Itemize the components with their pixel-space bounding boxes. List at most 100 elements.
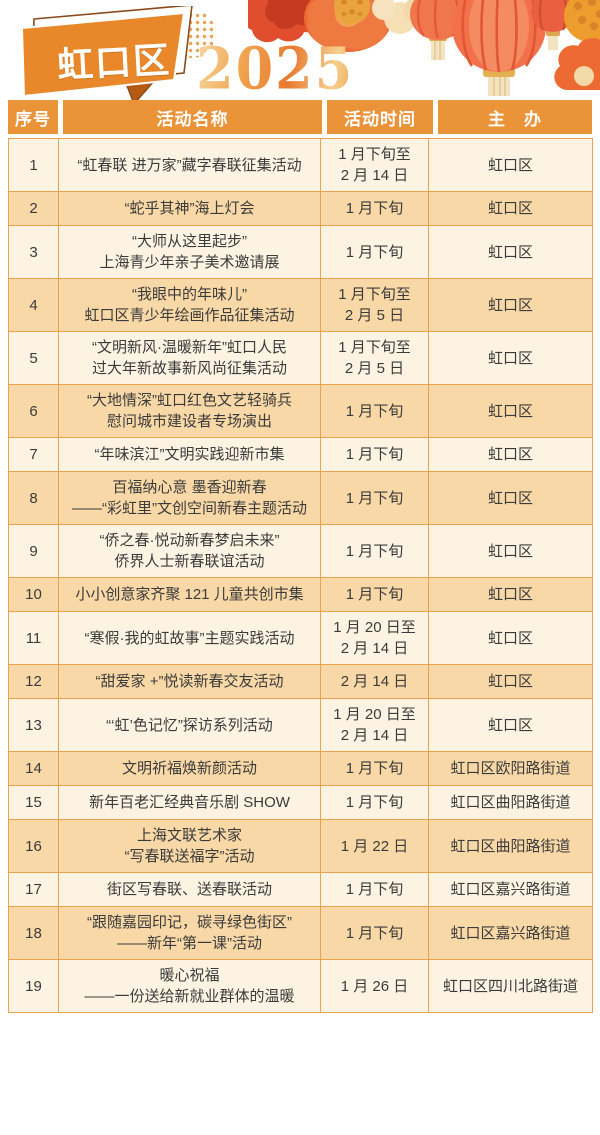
table-row: 13 “‘虹’色记忆”探访系列活动 1 月 20 日至 2 月 14 日虹口区 [8, 698, 593, 752]
row-name-cell: 上海文联艺术家 “写春联送福字”活动 [58, 819, 321, 873]
row-time-cell: 1 月下旬 [320, 751, 429, 786]
row-no-cell: 6 [8, 384, 59, 438]
ribbon-face [22, 13, 184, 96]
table-row: 9 “侨之春·悦动新春梦启未来” 侨界人士新春联谊活动 1 月下旬 虹口区 [8, 524, 593, 578]
row-no-cell: 12 [8, 664, 59, 699]
row-no-cell: 9 [8, 524, 59, 578]
row-time-cell: 1 月 20 日至 2 月 14 日 [320, 611, 429, 665]
row-name-cell: “虹春联 进万家”藏字春联征集活动 [58, 138, 321, 192]
lantern-icon [452, 0, 546, 96]
row-name-cell: “文明新风·温暖新年”虹口人民 过大年新故事新风尚征集活动 [58, 331, 321, 385]
row-no-cell: 7 [8, 437, 59, 472]
row-org-cell: 虹口区嘉兴路街道 [428, 872, 593, 907]
row-time-cell: 1 月 22 日 [320, 819, 429, 873]
table-row: 1 “虹春联 进万家”藏字春联征集活动 1 月下旬至 2 月 14 日虹口区 [8, 138, 593, 192]
header-name: 活动名称 [63, 100, 322, 134]
row-org-cell: 虹口区曲阳路街道 [428, 819, 593, 873]
row-org-cell: 虹口区曲阳路街道 [428, 785, 593, 820]
row-time-cell: 1 月下旬 [320, 225, 429, 279]
table-row: 10 小小创意家齐聚 121 儿童共创市集 1 月下旬 虹口区 [8, 577, 593, 612]
row-org-cell: 虹口区 [428, 437, 593, 472]
flower-icon [334, 0, 370, 24]
row-no-cell: 10 [8, 577, 59, 612]
header-time: 活动时间 [327, 100, 433, 134]
row-org-cell: 虹口区 [428, 191, 593, 226]
row-name-cell: “跟随嘉园印记，碳寻绿色街区” ——新年“第一课”活动 [58, 906, 321, 960]
table-row: 6 “大地情深”虹口红色文艺轻骑兵 慰问城市建设者专场演出 1 月下旬 虹口区 [8, 384, 593, 438]
row-no-cell: 3 [8, 225, 59, 279]
table-row: 8 百福纳心意 墨香迎新春 ——“彩虹里”文创空间新春主题活动 1 月下旬 虹口区 [8, 471, 593, 525]
header-organizer: 主 办 [438, 100, 592, 134]
row-name-cell: “大师从这里起步” 上海青少年亲子美术邀请展 [58, 225, 321, 279]
lantern-icon [410, 0, 466, 60]
header-no: 序号 [8, 100, 58, 134]
year-label: 2025 [196, 34, 366, 103]
flower-icon [564, 0, 600, 42]
row-time-cell: 1 月下旬 [320, 785, 429, 820]
row-org-cell: 虹口区 [428, 278, 593, 332]
table-row: 16 上海文联艺术家 “写春联送福字”活动 1 月 22 日虹口区曲阳路街道 [8, 819, 593, 873]
table-row: 12 “甜爱家 +”悦读新春交友活动 2 月 14 日虹口区 [8, 664, 593, 699]
row-no-cell: 18 [8, 906, 59, 960]
row-name-cell: “蛇乎其神”海上灯会 [58, 191, 321, 226]
festive-decoration [248, 0, 600, 96]
row-name-cell: 文明祈福焕新颜活动 [58, 751, 321, 786]
row-name-cell: “甜爱家 +”悦读新春交友活动 [58, 664, 321, 699]
row-time-cell: 1 月下旬至 2 月 5 日 [320, 278, 429, 332]
row-no-cell: 16 [8, 819, 59, 873]
row-no-cell: 13 [8, 698, 59, 752]
row-time-cell: 1 月 20 日至 2 月 14 日 [320, 698, 429, 752]
row-time-cell: 1 月下旬 [320, 577, 429, 612]
table-header-row: 序号 活动名称 活动时间 主 办 [8, 100, 592, 134]
flower-icon [304, 0, 392, 52]
row-org-cell: 虹口区欧阳路街道 [428, 751, 593, 786]
district-badge: 虹口区 [6, 4, 221, 111]
row-no-cell: 5 [8, 331, 59, 385]
row-org-cell: 虹口区 [428, 471, 593, 525]
table-row: 3 “大师从这里起步” 上海青少年亲子美术邀请展 1 月下旬 虹口区 [8, 225, 593, 279]
masthead: 虹口区 2025 [0, 0, 600, 106]
table-row: 14 文明祈福焕新颜活动 1 月下旬 虹口区欧阳路街道 [8, 751, 593, 786]
activity-table: 1 “虹春联 进万家”藏字春联征集活动 1 月下旬至 2 月 14 日虹口区 2 “蛇乎其… [8, 138, 593, 1013]
row-time-cell: 1 月下旬 [320, 524, 429, 578]
row-name-cell: “寒假·我的虹故事”主题实践活动 [58, 611, 321, 665]
table-row: 15 新年百老汇经典音乐剧 SHOW 1 月下旬 虹口区曲阳路街道 [8, 785, 593, 820]
table-row: 18 “跟随嘉园印记，碳寻绿色街区” ——新年“第一课”活动 1 月下旬 虹口区嘉兴路街… [8, 906, 593, 960]
row-no-cell: 1 [8, 138, 59, 192]
row-name-cell: “我眼中的年味儿” 虹口区青少年绘画作品征集活动 [58, 278, 321, 332]
row-org-cell: 虹口区 [428, 138, 593, 192]
row-org-cell: 虹口区 [428, 384, 593, 438]
table-row: 7 “年味滨江”文明实践迎新市集 1 月下旬 虹口区 [8, 437, 593, 472]
table-row: 5 “文明新风·温暖新年”虹口人民 过大年新故事新风尚征集活动 1 月下旬至 2 月 5… [8, 331, 593, 385]
row-org-cell: 虹口区 [428, 524, 593, 578]
row-time-cell: 1 月下旬至 2 月 14 日 [320, 138, 429, 192]
row-no-cell: 8 [8, 471, 59, 525]
row-org-cell: 虹口区四川北路街道 [428, 959, 593, 1013]
row-time-cell: 1 月下旬 [320, 906, 429, 960]
table-row: 11 “寒假·我的虹故事”主题实践活动 1 月 20 日至 2 月 14 日虹口区 [8, 611, 593, 665]
ribbon-banner [20, 4, 216, 106]
row-no-cell: 11 [8, 611, 59, 665]
row-name-cell: “侨之春·悦动新春梦启未来” 侨界人士新春联谊活动 [58, 524, 321, 578]
row-no-cell: 4 [8, 278, 59, 332]
row-org-cell: 虹口区 [428, 698, 593, 752]
row-no-cell: 17 [8, 872, 59, 907]
row-time-cell: 1 月下旬 [320, 191, 429, 226]
row-name-cell: 新年百老汇经典音乐剧 SHOW [58, 785, 321, 820]
row-time-cell: 1 月下旬 [320, 384, 429, 438]
row-org-cell: 虹口区 [428, 225, 593, 279]
row-time-cell: 1 月下旬至 2 月 5 日 [320, 331, 429, 385]
row-time-cell: 1 月下旬 [320, 437, 429, 472]
row-name-cell: 百福纳心意 墨香迎新春 ——“彩虹里”文创空间新春主题活动 [58, 471, 321, 525]
table-row: 19 暖心祝福 ——一份送给新就业群体的温暖 1 月 26 日虹口区四川北路街道 [8, 959, 593, 1013]
row-org-cell: 虹口区 [428, 664, 593, 699]
table-row: 2 “蛇乎其神”海上灯会 1 月下旬 虹口区 [8, 191, 593, 226]
table-row: 17 街区写春联、送春联活动 1 月下旬 虹口区嘉兴路街道 [8, 872, 593, 907]
row-no-cell: 19 [8, 959, 59, 1013]
row-time-cell: 1 月下旬 [320, 872, 429, 907]
row-time-cell: 1 月下旬 [320, 471, 429, 525]
district-badge-label: 虹口区 [56, 39, 173, 86]
row-name-cell: 小小创意家齐聚 121 儿童共创市集 [58, 577, 321, 612]
row-time-cell: 1 月 26 日 [320, 959, 429, 1013]
row-no-cell: 15 [8, 785, 59, 820]
